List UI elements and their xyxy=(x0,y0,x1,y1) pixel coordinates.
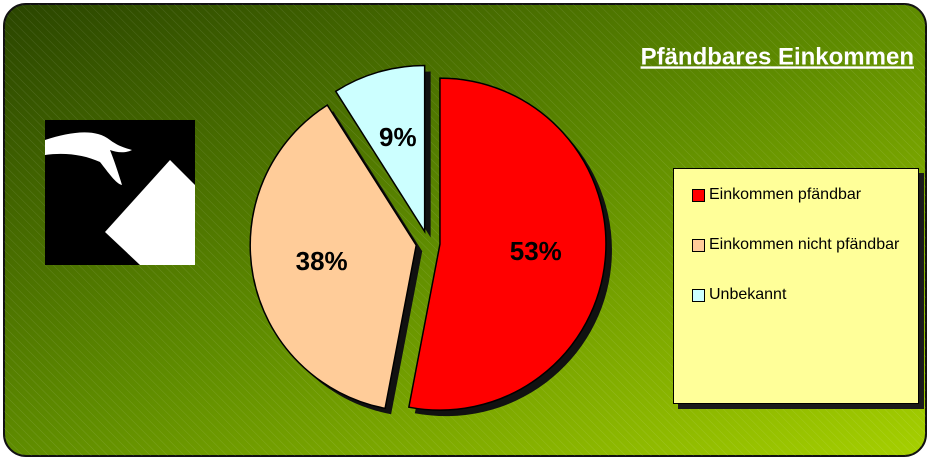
legend: Einkommen pfändbar Einkommen nicht pfändb… xyxy=(673,168,919,404)
data-label: 53% xyxy=(510,236,562,266)
chart-title: Pfändbares Einkommen xyxy=(641,43,914,70)
slice xyxy=(334,64,426,235)
legend-entry: Einkommen pfändbar xyxy=(692,185,910,205)
data-label: 38% xyxy=(296,246,348,276)
slice xyxy=(249,104,418,410)
pie: 53% 38% 9% xyxy=(249,64,612,417)
data-label: 9% xyxy=(379,122,417,152)
legend-swatch xyxy=(692,239,705,252)
slice xyxy=(407,77,607,411)
icon xyxy=(45,120,195,265)
legend-entry: Einkommen nicht pfändbar xyxy=(692,235,910,255)
legend-swatch xyxy=(692,289,705,302)
legend-label: Unbekannt xyxy=(709,286,787,303)
legend-entry: Unbekannt xyxy=(692,285,910,305)
legend-label: Einkommen nicht pfändbar xyxy=(709,236,900,253)
legend-label: Einkommen pfändbar xyxy=(709,186,862,203)
legend-swatch xyxy=(692,189,705,202)
